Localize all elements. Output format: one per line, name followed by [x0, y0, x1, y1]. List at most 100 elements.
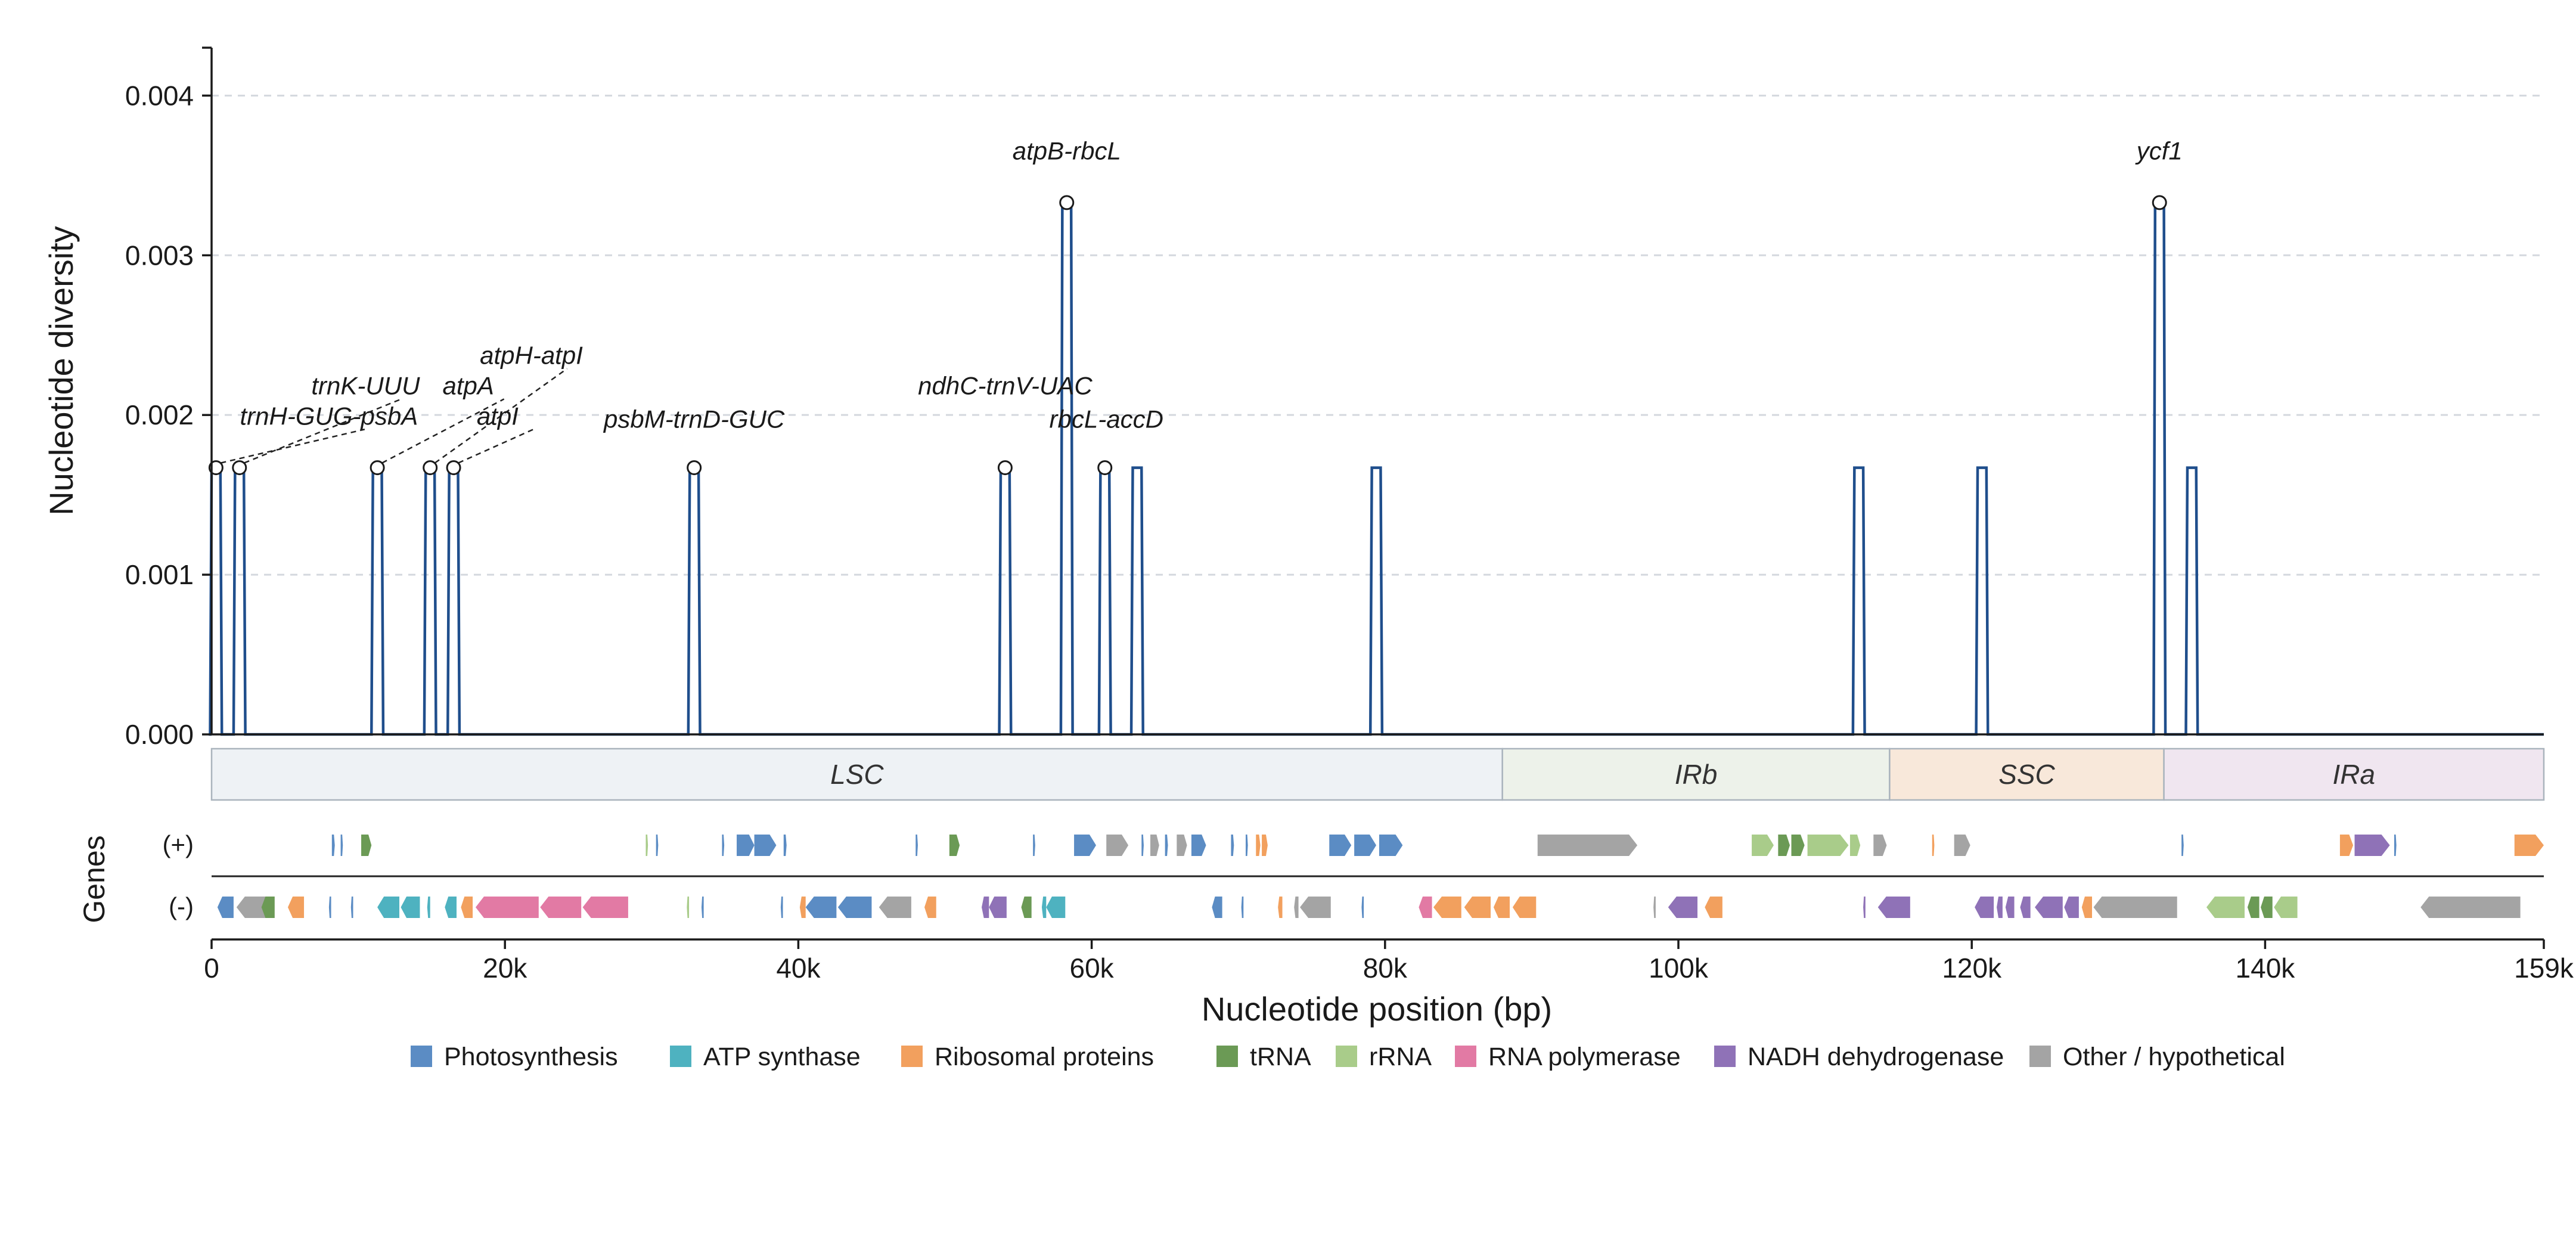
gene-block	[1493, 897, 1510, 918]
region-ira	[2163, 748, 2545, 801]
legend: Photosynthesis ATP synthase Ribosomal prot…	[411, 1043, 2285, 1071]
gene-block	[1975, 897, 1994, 918]
x-tick-label: 80k	[1363, 953, 1408, 984]
gene-block	[1419, 897, 1432, 918]
genes-track-title: Genes	[77, 835, 111, 923]
legend-swatch	[1216, 1046, 1238, 1067]
gene-block	[722, 835, 725, 856]
gene-block	[1379, 835, 1403, 856]
gene-block	[1464, 897, 1491, 918]
gene-block	[1033, 835, 1035, 856]
gene-block	[1141, 835, 1144, 856]
gene-block	[350, 897, 353, 918]
gene-block	[1041, 897, 1047, 918]
legend-swatch	[901, 1046, 923, 1067]
gene-block	[427, 897, 430, 918]
region-lsc	[210, 748, 1503, 801]
gene-block	[1932, 835, 1935, 856]
gene-block	[1954, 835, 1970, 856]
peak-label: trnH-GUG-psbA	[240, 402, 418, 430]
peak-label: psbM-trnD-GUC	[603, 405, 785, 433]
gene-block	[475, 897, 539, 918]
peak-marker	[232, 460, 247, 476]
gene-block	[2354, 835, 2390, 856]
gene-block	[2247, 897, 2260, 918]
gene-block	[1877, 897, 1910, 918]
peak-label: ycf1	[2135, 137, 2183, 165]
y-tick-label: 0.003	[125, 240, 194, 271]
peak-label: atpB-rbcL	[1013, 137, 1121, 165]
gene-block	[287, 897, 305, 918]
gene-block	[687, 897, 690, 918]
gene-block	[780, 897, 783, 918]
gene-block	[2206, 897, 2245, 918]
peak-marker	[208, 460, 224, 476]
gene-block	[805, 897, 837, 918]
x-tick-label: 159k	[2514, 953, 2574, 984]
x-tick-label: 120k	[1942, 953, 2002, 984]
region-label: IRa	[2333, 759, 2376, 790]
gene-block	[1849, 835, 1861, 856]
gene-block	[701, 897, 704, 918]
gene-block	[1150, 835, 1159, 856]
gene-block	[1354, 835, 1377, 856]
gene-block	[582, 897, 628, 918]
gene-block	[1191, 835, 1206, 856]
gene-block	[1537, 835, 1638, 856]
peak-marker	[370, 460, 385, 476]
x-tick-label: 100k	[1649, 953, 1709, 984]
x-tick-label: 40k	[776, 953, 821, 984]
axes: 0.000 0.001 0.002 0.003 0.004 0 20k 40k 60k 80k 10…	[125, 46, 2574, 984]
peak-label: atpI	[477, 402, 519, 430]
gene-block	[2420, 897, 2521, 918]
gene-block	[2093, 897, 2177, 918]
gene-block	[1212, 897, 1222, 918]
legend-swatch	[1336, 1046, 1357, 1067]
legend-label: rRNA	[1369, 1043, 1432, 1071]
gene-block	[1294, 897, 1299, 918]
gene-block	[1329, 835, 1352, 856]
gene-block	[1241, 897, 1244, 918]
legend-label: tRNA	[1250, 1043, 1311, 1071]
gene-block	[1361, 897, 1364, 918]
legend-label: NADH dehydrogenase	[1748, 1043, 2004, 1071]
gene-block	[1668, 897, 1697, 918]
gene-block	[1231, 835, 1234, 856]
gene-block	[2081, 897, 2093, 918]
gene-block	[1512, 897, 1537, 918]
gene-block	[340, 835, 343, 856]
gene-block	[2514, 835, 2544, 856]
region-irb	[1501, 748, 1891, 801]
gene-block	[799, 897, 806, 918]
gene-block	[2005, 897, 2015, 918]
legend-swatch	[1455, 1046, 1476, 1067]
x-tick-label: 20k	[483, 953, 527, 984]
gene-block	[2261, 897, 2273, 918]
legend-label: RNA polymerase	[1488, 1043, 1681, 1071]
diversity-line	[209, 201, 2544, 736]
gene-block	[1256, 835, 1261, 856]
legend-label: Other / hypothetical	[2063, 1043, 2285, 1071]
gene-block	[261, 897, 275, 918]
gene-block	[1177, 835, 1187, 856]
peak-marker	[423, 460, 438, 476]
y-tick-label: 0.004	[125, 80, 194, 111]
gene-block	[982, 897, 989, 918]
gene-block	[2181, 835, 2184, 856]
gene-block	[1046, 897, 1066, 918]
gene-block	[377, 897, 400, 918]
legend-swatch	[1714, 1046, 1736, 1067]
peak-marker	[1097, 460, 1113, 476]
gene-block	[461, 897, 473, 918]
gene-block	[1021, 897, 1032, 918]
gene-block	[915, 835, 918, 856]
region-label: SSC	[1998, 759, 2055, 790]
plus-strand-label: (+)	[163, 830, 194, 858]
annotation-leader	[221, 429, 365, 464]
annotation-leader	[434, 368, 568, 464]
gene-block	[1705, 897, 1722, 918]
gene-block	[401, 897, 420, 918]
annotation-leader	[381, 398, 505, 464]
gene-block	[837, 897, 872, 918]
